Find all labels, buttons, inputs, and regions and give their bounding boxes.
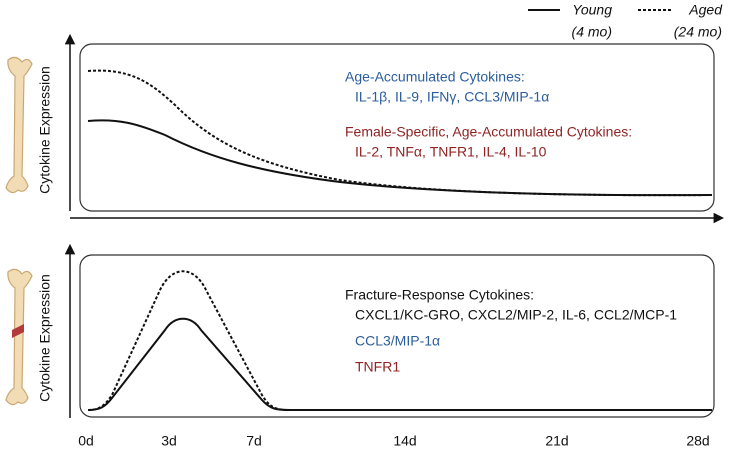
bone-icon (5, 56, 33, 194)
legend-sublabel: (4 mo) (572, 24, 612, 40)
x-tick-label: 0d (78, 433, 94, 449)
annotation-heading: Age-Accumulated Cytokines: (345, 69, 525, 85)
annotation-items: TNFR1 (355, 359, 400, 375)
x-tick-label: 3d (161, 433, 177, 449)
legend-label: Young (572, 2, 612, 18)
x-tick-label: 7d (246, 433, 262, 449)
young-curve (87, 317, 712, 411)
panel-frame (79, 254, 715, 418)
young-curve (87, 119, 713, 197)
annotation-heading: Fracture-Response Cytokines: (345, 287, 534, 303)
aged-curve (87, 69, 713, 197)
annotation-heading: Female-Specific, Age-Accumulated Cytokin… (345, 124, 632, 140)
legend-sublabel: (24 mo) (674, 24, 722, 40)
annotation-items: IL-1β, IL-9, IFNγ, CCL3/MIP-1α (355, 89, 549, 105)
legend-label: Aged (688, 2, 723, 18)
y-axis-label: Cytokine Expression (37, 274, 53, 402)
annotation-items: CXCL1/KC-GRO, CXCL2/MIP-2, IL-6, CCL2/MC… (355, 307, 677, 323)
panel-frame (79, 43, 715, 212)
x-tick-label: 28d (686, 433, 709, 449)
annotation-items: CCL3/MIP-1α (355, 333, 440, 349)
y-axis-label: Cytokine Expression (37, 66, 53, 194)
annotation-items: IL-2, TNFα, TNFR1, IL-4, IL-10 (355, 144, 547, 160)
x-tick-label: 21d (545, 433, 568, 449)
x-tick-label: 14d (393, 433, 416, 449)
fractured-bone-icon (5, 268, 33, 406)
